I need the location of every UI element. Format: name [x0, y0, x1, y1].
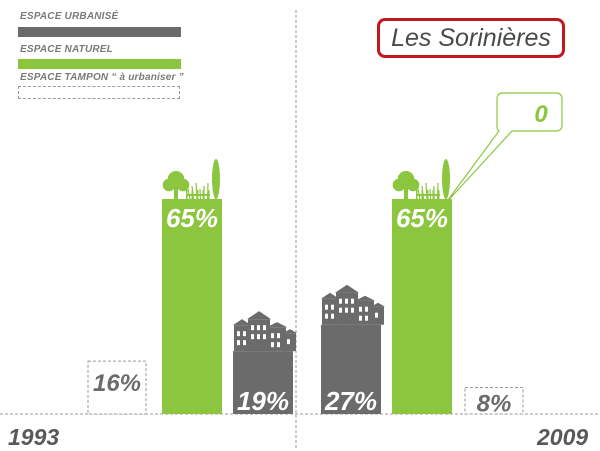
houses-icon-1993-window: [257, 325, 260, 331]
nature-icon-1993-poplar: [212, 159, 220, 199]
nature-icon-1993-tree: [162, 171, 190, 199]
houses-icon-1993-window: [263, 334, 266, 340]
nature-icon-1993-fence-post: [197, 190, 199, 199]
annotation-value: 0: [534, 101, 548, 128]
nature-icon-2009-fence-post: [427, 190, 429, 199]
houses-icon-2009-roof: [371, 302, 385, 307]
annotation-callout: 0: [444, 92, 563, 205]
data-label-naturel-1993: 65%: [166, 203, 218, 233]
houses-icon-1993-window: [257, 334, 260, 340]
year-label-1993: 1993: [8, 424, 60, 450]
houses-icon-1993-house: [268, 327, 286, 352]
houses-icon-2009-window: [331, 304, 334, 310]
data-label-urbanise-2009: 27%: [324, 386, 377, 416]
nature-icon-2009-grass-blade: [425, 182, 428, 200]
legend-label-tampon: ESPACE TAMPON “ à urbaniser ”: [20, 72, 184, 83]
houses-icon-2009-window: [359, 306, 362, 312]
houses-icon-2009-roof: [321, 292, 339, 299]
houses-icon-2009-window: [339, 298, 342, 304]
houses-icon-2009-window: [331, 313, 334, 319]
nature-icon-1993-poplar-trunk: [215, 193, 217, 199]
legend-swatch-naturel: [18, 59, 181, 69]
houses-icon-2009-window: [351, 298, 354, 304]
nature-icon-1993-fence-post: [208, 190, 210, 199]
houses-icon-2009-window: [375, 312, 378, 318]
nature-icon-2009-fence-post: [421, 190, 423, 199]
legend-label-urbanise: ESPACE URBANISÉ: [20, 11, 119, 22]
data-label-tampon-2009: 8%: [477, 391, 512, 418]
houses-icon-1993-window: [263, 325, 266, 331]
nature-icon-2009: [392, 159, 450, 200]
nature-icon-1993-fence-post: [191, 190, 193, 199]
nature-icon-1993-tree-crown-left: [162, 178, 176, 192]
nature-icon-2009-tree-crown-left: [392, 178, 406, 192]
data-label-urbanise-1993: 19%: [237, 386, 289, 416]
nature-icon-2009-grass-blade: [436, 182, 439, 200]
houses-icon-1993-roof: [267, 322, 287, 328]
houses-icon-2009-window: [359, 315, 362, 321]
nature-icon-2009-tree-trunk: [403, 185, 409, 199]
bar-naturel-2009: [392, 199, 452, 414]
houses-icon-2009-window: [345, 298, 348, 304]
houses-icon-1993-window: [243, 340, 246, 346]
houses-icon-1993-window: [251, 334, 254, 340]
houses-icon-2009-window: [339, 307, 342, 313]
houses-icon-2009-window: [365, 315, 368, 321]
nature-icon-2009-fence-post: [438, 190, 440, 199]
nature-icon-1993-fence-post: [202, 190, 204, 199]
houses-icon-1993-window: [271, 333, 274, 339]
houses-icon-1993-window: [277, 333, 280, 339]
houses-icon-2009-house: [356, 300, 374, 325]
nature-icon-1993-grass-blade: [206, 182, 209, 200]
bar-urbanise-1993: [233, 351, 293, 414]
year-label-2009: 2009: [537, 424, 589, 450]
houses-icon-1993: [233, 311, 297, 352]
legend-swatch-tampon: [18, 86, 180, 99]
nature-icon-1993-grass-blade: [195, 182, 198, 200]
data-label-tampon-1993: 16%: [93, 370, 141, 397]
houses-icon-1993-window: [271, 342, 274, 348]
bar-urbanise-2009: [321, 324, 381, 414]
bar-naturel-1993: [162, 199, 222, 414]
houses-icon-2009-window: [365, 306, 368, 312]
houses-icon-2009-window: [351, 307, 354, 313]
houses-icon-1993-house: [234, 325, 250, 352]
houses-icon-2009: [321, 284, 385, 325]
nature-icon-1993-tree-trunk: [173, 185, 179, 199]
chart-title: Les Sorinières: [377, 18, 565, 58]
bar-tampon-1993: [87, 360, 147, 415]
houses-icon-2009-house: [322, 298, 338, 325]
annotation-bubble: [444, 92, 563, 205]
houses-icon-2009-window: [325, 313, 328, 319]
nature-icon-2009-fence-post: [416, 190, 418, 199]
houses-icon-1993-roof: [233, 319, 251, 326]
houses-icon-2009-roof: [335, 284, 359, 293]
nature-icon-1993-tree-crown-right: [176, 178, 190, 192]
legend-label-naturel: ESPACE NATUREL: [20, 44, 113, 55]
houses-icon-1993-window: [237, 340, 240, 346]
bar-tampon-2009: [464, 387, 524, 415]
houses-icon-2009-roof: [355, 295, 375, 301]
houses-icon-1993-window: [287, 339, 290, 345]
houses-icon-1993-roof: [283, 329, 297, 334]
houses-icon-1993-window: [277, 342, 280, 348]
houses-icon-1993-window: [251, 325, 254, 331]
houses-icon-1993-window: [243, 331, 246, 337]
houses-icon-1993-roof: [247, 311, 271, 320]
nature-icon-2009-tree-crown-right: [406, 178, 420, 192]
nature-icon-2009-poplar-trunk: [445, 193, 447, 199]
nature-icon-2009-fence-post: [432, 190, 434, 199]
nature-icon-2009-poplar: [442, 159, 450, 199]
nature-icon-1993-fence-post: [186, 190, 188, 199]
houses-icon-2009-window: [325, 304, 328, 310]
houses-icon-1993-window: [237, 331, 240, 337]
houses-icon-2009-window: [345, 307, 348, 313]
data-label-naturel-2009: 65%: [396, 203, 448, 233]
nature-icon-2009-tree: [392, 171, 420, 199]
nature-icon-1993: [162, 159, 220, 200]
legend-swatch-urbanise: [18, 27, 181, 37]
